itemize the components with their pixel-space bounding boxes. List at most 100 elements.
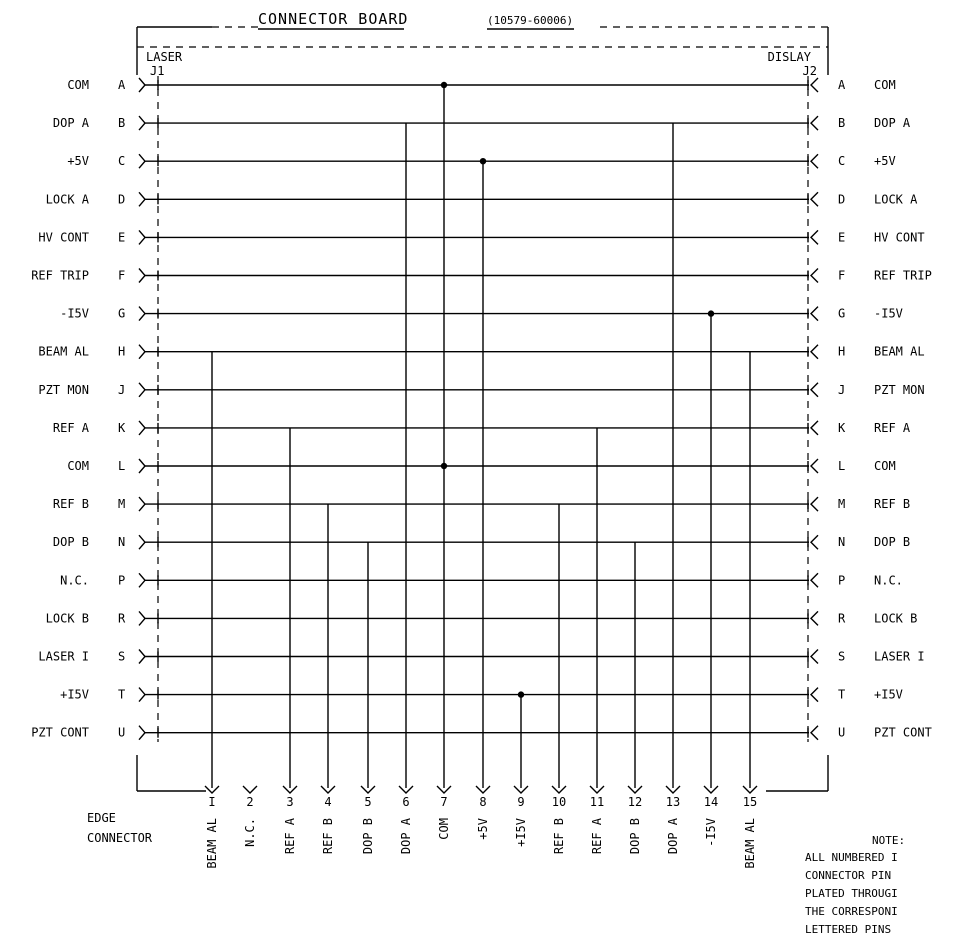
left-pin-chevron — [138, 610, 146, 626]
left-pin-letter: R — [118, 611, 126, 625]
left-pin-chevron — [138, 534, 146, 550]
left-pin-chevron — [138, 268, 146, 283]
board-outline — [136, 26, 829, 792]
left-pin-chevron — [138, 77, 146, 93]
edge-pin-number: 5 — [364, 795, 371, 809]
left-signal-label: +I5V — [60, 688, 89, 702]
junction-dot — [440, 81, 448, 89]
right-signal-label: PZT CONT — [874, 726, 932, 740]
edge-pin-number: 13 — [666, 795, 680, 809]
right-pin-chevron — [810, 306, 819, 322]
right-pin-chevron — [810, 344, 819, 360]
right-signal-label: LASER I — [874, 650, 925, 664]
edge-pin-chevron — [320, 785, 336, 794]
note-line: LETTERED PINS — [805, 923, 891, 936]
left-signal-label: N.C. — [60, 573, 89, 587]
right-pin-chevron — [810, 649, 819, 664]
left-pin-letter: P — [118, 573, 125, 587]
right-pin-letter: D — [838, 192, 845, 206]
right-signal-label: N.C. — [874, 573, 903, 587]
right-pin-chevron — [810, 191, 819, 207]
left-pin-letter: F — [118, 269, 125, 283]
note-line: ALL NUMBERED I — [805, 851, 898, 864]
edge-pin-chevron — [703, 785, 719, 794]
edge-pin-number: 11 — [590, 795, 604, 809]
edge-connector-label-line2: CONNECTOR — [87, 831, 153, 845]
right-pin-letter: K — [838, 421, 846, 435]
note-line: THE CORRESPONI — [805, 905, 898, 918]
wiring — [211, 81, 751, 788]
right-signal-label: COM — [874, 78, 896, 92]
edge-pin-chevron — [282, 785, 298, 794]
left-pin-letter: N — [118, 535, 125, 549]
title-block: CONNECTOR BOARD (10579-60006) LASER J1 D… — [87, 10, 905, 847]
edge-pin-number: 6 — [402, 795, 409, 809]
board-part-number: (10579-60006) — [487, 14, 573, 27]
right-pin-letter: C — [838, 154, 845, 168]
left-pin-chevron — [138, 306, 146, 322]
edge-pin-number: 12 — [628, 795, 642, 809]
edge-pin-number: 9 — [517, 795, 524, 809]
left-pin-letter: K — [118, 421, 126, 435]
left-pin-chevron — [138, 153, 146, 169]
edge-pin-chevron — [589, 785, 605, 794]
edge-pin-signal: DOP B — [361, 818, 375, 854]
right-pin-letter: H — [838, 345, 845, 359]
left-pin-chevron — [138, 344, 146, 360]
left-signal-label: PZT MON — [38, 383, 89, 397]
right-pin-chevron — [810, 725, 819, 741]
right-pin-letter: E — [838, 230, 845, 244]
right-pin-chevron — [810, 268, 819, 283]
right-signal-label: +5V — [874, 154, 896, 168]
right-pin-letter: N — [838, 535, 845, 549]
left-signal-label: BEAM AL — [38, 345, 89, 359]
right-pin-letter: F — [838, 269, 845, 283]
left-signal-label: HV CONT — [38, 230, 89, 244]
edge-pin-number: 10 — [552, 795, 566, 809]
left-pin-chevron — [138, 191, 146, 207]
right-signal-label: DOP A — [874, 116, 911, 130]
right-pin-chevron — [810, 115, 819, 131]
edge-pin-number: 2 — [246, 795, 253, 809]
left-pin-letter: H — [118, 345, 125, 359]
left-signal-label: REF TRIP — [31, 269, 89, 283]
right-pin-chevron — [810, 496, 819, 512]
edge-pin-chevron — [475, 785, 491, 794]
edge-pin-chevron — [742, 785, 758, 794]
right-pin-chevron — [810, 572, 819, 588]
right-signal-label: REF B — [874, 497, 910, 511]
edge-pin-chevron — [665, 785, 681, 794]
note-line: PLATED THROUGI — [805, 887, 898, 900]
left-pin-letter: U — [118, 726, 125, 740]
right-pin-chevron — [810, 382, 819, 398]
right-signal-label: HV CONT — [874, 230, 925, 244]
left-signal-label: -I5V — [60, 307, 89, 321]
right-pin-chevron — [810, 534, 819, 550]
right-signal-label: DOP B — [874, 535, 910, 549]
edge-pin-signal: +I5V — [514, 818, 528, 847]
junction-dot — [517, 691, 525, 698]
edge-pin-signal: BEAM AL — [743, 818, 757, 869]
right-signal-label: BEAM AL — [874, 345, 925, 359]
left-signal-label: DOP A — [53, 116, 90, 130]
edge-pin-signal: +5V — [476, 818, 490, 840]
note-block: ALL NUMBERED I CONNECTOR PIN PLATED THROUG… — [805, 851, 898, 936]
edge-pin-signal: COM — [437, 818, 451, 840]
right-pin-letter: J — [838, 383, 845, 397]
left-signal-label: +5V — [67, 154, 89, 168]
edge-pin-number: 4 — [324, 795, 331, 809]
right-pin-chevron — [810, 77, 819, 93]
right-pin-chevron — [810, 420, 819, 436]
left-pin-letter: M — [118, 497, 125, 511]
left-pin-chevron — [138, 687, 146, 703]
left-pin-letter: A — [118, 78, 126, 92]
left-pin-letter: D — [118, 192, 125, 206]
edge-pin-signal: REF B — [321, 818, 335, 854]
right-pin-letter: M — [838, 497, 845, 511]
edge-pin-signal: -I5V — [704, 818, 718, 847]
edge-pin-number: 3 — [286, 795, 293, 809]
left-connector-label: LASER — [146, 50, 183, 64]
left-signal-label: LOCK B — [46, 611, 89, 625]
junction-dot — [707, 310, 715, 317]
